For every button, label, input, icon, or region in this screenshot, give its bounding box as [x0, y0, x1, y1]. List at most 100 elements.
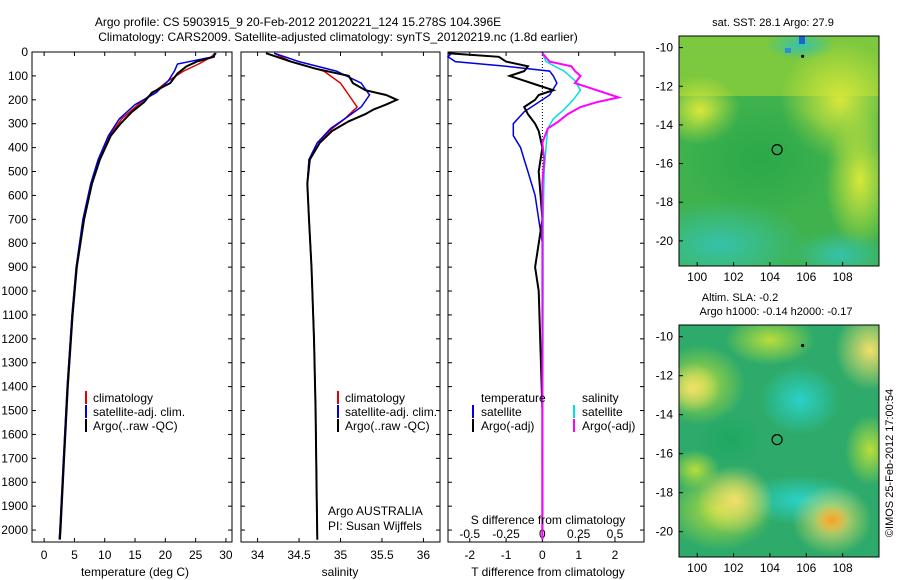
map-ticks-layer: 100 102 104 106 108 -10 -12 -14 -16 -18 -20 100 102 1…	[656, 41, 853, 575]
sla-map-field	[679, 325, 879, 557]
difference-series-s-satellite	[541, 52, 582, 540]
difference-xlabel-top: S difference from climatology	[471, 513, 626, 527]
temperature-xtick-label: 20	[159, 548, 173, 562]
temperature-xlabel: temperature (deg C)	[81, 565, 189, 579]
depth-tick-label: 800	[8, 236, 28, 250]
map-ytick-label: -14	[656, 408, 674, 422]
legend-argo: Argo(..raw -QC)	[345, 419, 430, 433]
temperature-series-argo	[58, 52, 216, 540]
legend-title-salinity: salinity	[582, 391, 619, 405]
difference-xtick-label: -1	[501, 548, 512, 562]
difference-top-tick-label: 0.25	[567, 527, 591, 541]
map-xtick-label: 104	[760, 270, 780, 284]
depth-tick-label: 600	[8, 188, 28, 202]
christmas-island-marker	[801, 343, 805, 348]
map-xtick-label: 102	[724, 270, 744, 284]
ticks-layer: 0100200300400500600700800900100011001200…	[1, 45, 644, 562]
depth-tick-label: 2000	[1, 523, 28, 537]
salinity-legend: climatology satellite-adj. clim. Argo(..…	[337, 391, 437, 433]
map-ytick-label: -12	[656, 369, 674, 383]
depth-tick-label: 1500	[1, 404, 28, 418]
difference-top-tick-label: 0.5	[607, 527, 624, 541]
sst-map-frame	[678, 35, 880, 267]
temperature-panel	[31, 51, 233, 543]
difference-series-s-argo	[541, 52, 623, 540]
difference-xtick-label: 0	[539, 548, 546, 562]
map-xtick-label: 108	[833, 561, 853, 575]
depth-tick-label: 1300	[1, 356, 28, 370]
legend-satellite: satellite-adj. clim.	[345, 405, 437, 419]
sla-map-title: Altim. SLA: -0.2	[702, 292, 778, 304]
temperature-xtick-label: 25	[189, 548, 203, 562]
pi-label: PI: Susan Wijffels	[328, 519, 422, 533]
depth-tick-label: 900	[8, 260, 28, 274]
difference-xtick-label: -2	[464, 548, 475, 562]
legend-t-satellite: satellite	[481, 405, 522, 419]
depth-tick-label: 1100	[2, 308, 28, 322]
temperature-legend: climatology satellite-adj. clim. Argo(..…	[85, 391, 185, 433]
map-ytick-label: -10	[656, 41, 674, 55]
map-ytick-label: -16	[656, 447, 674, 461]
map-ytick-label: -18	[656, 486, 674, 500]
christmas-island-marker	[801, 54, 805, 58]
difference-xtick-label: 1	[575, 548, 582, 562]
difference-xtick-label: 2	[612, 548, 619, 562]
legend-title-temperature: temperature	[481, 391, 546, 405]
profile-lines-layer	[58, 52, 623, 540]
map-xtick-label: 100	[687, 561, 707, 575]
header-line-1: Argo profile: CS 5903915_9 20-Feb-2012 2…	[95, 15, 501, 29]
depth-tick-label: 100	[8, 69, 28, 83]
depth-tick-label: 0	[21, 45, 28, 59]
map-xtick-label: 100	[687, 270, 707, 284]
salinity-series-satellite	[273, 52, 371, 540]
map-xtick-label: 102	[724, 561, 744, 575]
map-xtick-label: 108	[833, 270, 853, 284]
temperature-xtick-label: 10	[98, 548, 112, 562]
temperature-series-climatology	[58, 52, 216, 540]
sla-map-frame	[678, 324, 880, 558]
map-ytick-label: -10	[656, 330, 674, 344]
map-xtick-label: 106	[796, 270, 816, 284]
depth-tick-label: 700	[8, 212, 28, 226]
salinity-xtick-label: 34.5	[287, 548, 311, 562]
sla-map-subtitle: Argo h1000: -0.14 h2000: -0.17	[700, 306, 853, 318]
map-xtick-label: 104	[760, 561, 780, 575]
depth-tick-label: 1700	[1, 451, 28, 465]
legend-argo: Argo(..raw -QC)	[93, 419, 178, 433]
depth-tick-label: 1000	[1, 284, 28, 298]
temperature-xtick-label: 15	[128, 548, 142, 562]
imos-stamp: ©IMOS 25-Feb-2012 17:00:54	[884, 389, 896, 537]
depth-tick-label: 1600	[1, 427, 28, 441]
map-ytick-label: -20	[656, 234, 674, 248]
salinity-xtick-label: 35	[334, 548, 348, 562]
salinity-xtick-label: 35.5	[370, 548, 394, 562]
argo-australia-label: Argo AUSTRALIA	[328, 504, 423, 518]
temperature-xtick-label: 30	[219, 548, 233, 562]
map-ytick-label: -12	[656, 79, 674, 93]
salinity-xtick-label: 34	[251, 548, 265, 562]
map-ytick-label: -14	[656, 118, 674, 132]
depth-tick-label: 300	[8, 117, 28, 131]
difference-legend: temperature satellite Argo(-adj) salinit…	[472, 391, 635, 433]
legend-t-argo: Argo(-adj)	[481, 419, 534, 433]
depth-tick-label: 1200	[1, 332, 28, 346]
difference-top-tick-label: -0.25	[492, 527, 520, 541]
argo-location-marker	[771, 433, 783, 446]
depth-tick-label: 200	[8, 93, 28, 107]
temperature-xtick-label: 5	[71, 548, 78, 562]
salinity-xlabel: salinity	[322, 565, 359, 579]
salinity-series-argo	[265, 52, 400, 540]
depth-tick-label: 1900	[1, 499, 28, 513]
legend-s-argo: Argo(-adj)	[582, 419, 635, 433]
difference-xlabel: T difference from climatology	[471, 565, 625, 579]
depth-tick-label: 1800	[1, 475, 28, 489]
difference-series-t-satellite	[446, 52, 558, 540]
temperature-series-satellite	[58, 52, 217, 540]
legend-climatology: climatology	[345, 391, 405, 405]
legend-s-satellite: satellite	[582, 405, 623, 419]
sst-map-title: sat. SST: 28.1 Argo: 27.9	[712, 17, 834, 29]
salinity-xtick-label: 36	[417, 548, 431, 562]
argo-location-marker	[771, 144, 783, 156]
map-xtick-label: 106	[796, 561, 816, 575]
